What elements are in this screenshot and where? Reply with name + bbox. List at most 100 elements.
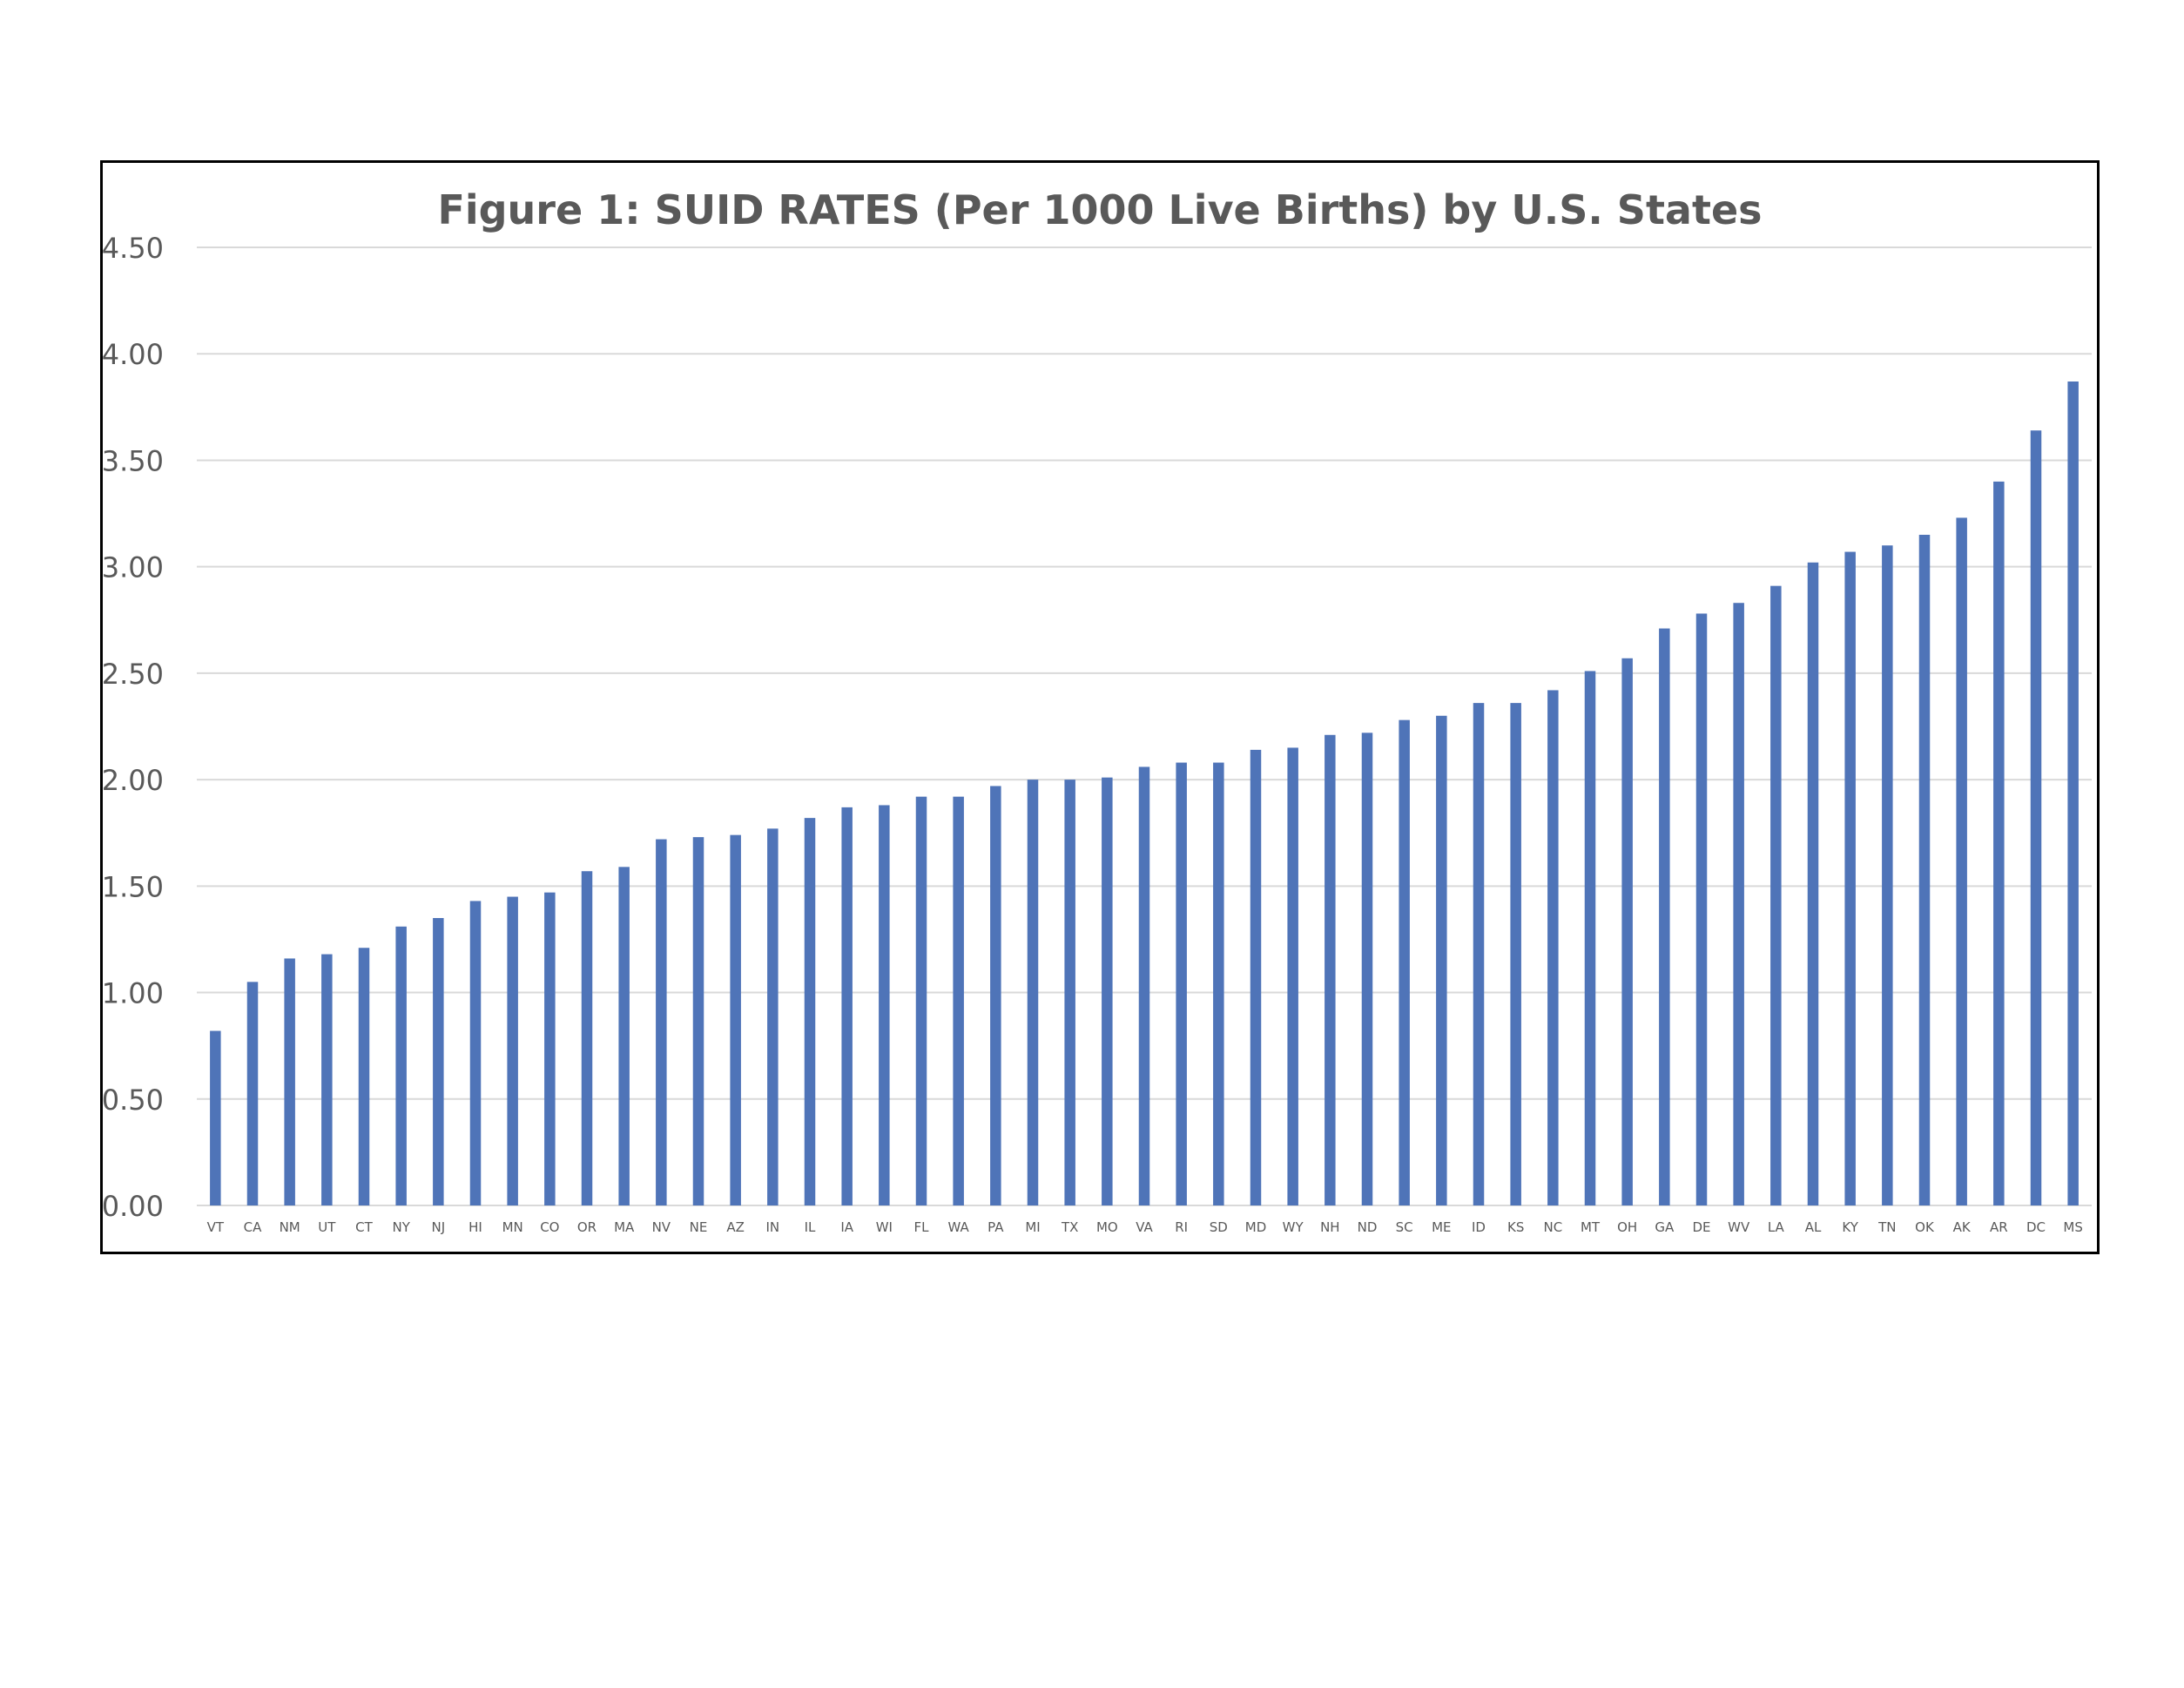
- x-tick-label: NE: [690, 1219, 708, 1235]
- bar-co: [544, 892, 556, 1205]
- bar-wv: [1733, 603, 1744, 1205]
- bar-nd: [1361, 733, 1373, 1205]
- bar-ms: [2067, 381, 2079, 1205]
- bar-fl: [915, 796, 927, 1205]
- y-tick-label: 0.50: [102, 1084, 164, 1117]
- bar-ok: [1918, 535, 1931, 1205]
- x-tick-label: TX: [1061, 1219, 1078, 1235]
- x-tick-label: OH: [1617, 1219, 1637, 1235]
- y-tick-label: 1.00: [102, 977, 164, 1010]
- x-tick-label: TN: [1877, 1219, 1896, 1235]
- bar-md: [1250, 749, 1262, 1205]
- x-tick-label: MO: [1096, 1219, 1118, 1235]
- bar-ut: [321, 954, 333, 1205]
- x-tick-label: CT: [355, 1219, 373, 1235]
- x-tick-label: MD: [1245, 1219, 1267, 1235]
- bar-az: [730, 834, 741, 1205]
- bar-ks: [1510, 703, 1521, 1205]
- bar-mi: [1027, 780, 1039, 1205]
- x-tick-label: WI: [876, 1219, 893, 1235]
- x-tick-label: ID: [1472, 1219, 1486, 1235]
- bar-wy: [1287, 747, 1298, 1205]
- x-tick-label: OK: [1915, 1219, 1935, 1235]
- bar-nc: [1547, 690, 1559, 1205]
- x-tick-label: KS: [1507, 1219, 1524, 1235]
- x-tick-label: DE: [1692, 1219, 1710, 1235]
- bar-va: [1138, 766, 1150, 1205]
- bar-mo: [1102, 777, 1113, 1205]
- bar-pa: [990, 786, 1001, 1205]
- x-tick-label: NV: [652, 1219, 671, 1235]
- x-tick-label: HI: [468, 1219, 482, 1235]
- x-tick-label: NC: [1543, 1219, 1562, 1235]
- y-tick-label: 2.00: [102, 764, 164, 797]
- bar-in: [767, 828, 779, 1205]
- bar-ca: [246, 982, 259, 1205]
- bar-sd: [1213, 762, 1224, 1205]
- bar-la: [1770, 585, 1782, 1205]
- x-tick-label: DC: [2026, 1219, 2046, 1235]
- bar-wa: [953, 796, 964, 1205]
- x-tick-label: WV: [1728, 1219, 1750, 1235]
- bar-ak: [1956, 517, 1967, 1205]
- x-tick-label: MN: [502, 1219, 523, 1235]
- bar-nv: [656, 839, 667, 1205]
- y-tick-label: 0.00: [102, 1190, 164, 1223]
- x-tick-label: PA: [988, 1219, 1004, 1235]
- x-tick-label: ND: [1358, 1219, 1378, 1235]
- bar-sc: [1399, 719, 1410, 1205]
- bar-ct: [358, 948, 370, 1205]
- bar-il: [804, 818, 816, 1205]
- bar-tn: [1882, 545, 1893, 1205]
- bar-ga: [1659, 628, 1670, 1205]
- x-tick-label: MI: [1025, 1219, 1040, 1235]
- bar-me: [1436, 715, 1447, 1205]
- bar-id: [1473, 703, 1485, 1205]
- x-tick-label: RI: [1175, 1219, 1188, 1235]
- x-tick-label: MS: [2063, 1219, 2082, 1235]
- x-tick-label: VT: [207, 1219, 225, 1235]
- bar-ny: [395, 926, 407, 1205]
- x-tick-label: AL: [1805, 1219, 1822, 1235]
- y-tick-label: 4.00: [102, 338, 164, 371]
- chart-title: Figure 1: SUID RATES (Per 1000 Live Birt…: [437, 186, 1762, 233]
- bar-hi: [469, 901, 482, 1205]
- bar-ar: [1993, 481, 2005, 1205]
- x-tick-label: OR: [577, 1219, 597, 1235]
- x-axis: VT CA NM UT CT NY NJ HI MN CO OR MA NV NE AZ IN IL IA WI FL…: [207, 1219, 2083, 1235]
- x-tick-label: WY: [1283, 1219, 1304, 1235]
- bar-nj: [433, 918, 444, 1205]
- x-tick-label: NJ: [432, 1219, 446, 1235]
- y-tick-label: 3.50: [102, 444, 164, 477]
- x-tick-label: GA: [1655, 1219, 1675, 1235]
- x-tick-label: ME: [1432, 1219, 1451, 1235]
- bar-de: [1695, 613, 1708, 1205]
- x-tick-label: WA: [948, 1219, 970, 1235]
- bar-wi: [879, 805, 890, 1205]
- bar-ne: [692, 837, 704, 1205]
- y-axis: 0.00 0.50 1.00 1.50 2.00 2.50 3.00 3.50 4.00 4.50: [102, 232, 164, 1223]
- x-tick-label: NH: [1320, 1219, 1340, 1235]
- bar-mn: [507, 896, 518, 1205]
- y-tick-label: 4.50: [102, 232, 164, 265]
- x-tick-label: MT: [1581, 1219, 1601, 1235]
- x-tick-label: SC: [1396, 1219, 1413, 1235]
- bar-vt: [210, 1030, 221, 1205]
- x-tick-label: FL: [914, 1219, 930, 1235]
- x-tick-label: AZ: [726, 1219, 745, 1235]
- x-tick-label: SD: [1210, 1219, 1228, 1235]
- y-tick-label: 2.50: [102, 658, 164, 691]
- x-tick-label: KY: [1842, 1219, 1858, 1235]
- bar-nm: [284, 958, 295, 1205]
- bars: [210, 381, 2079, 1205]
- x-tick-label: AK: [1953, 1219, 1972, 1235]
- bar-ma: [618, 867, 630, 1205]
- bar-ri: [1176, 762, 1187, 1205]
- x-tick-label: IA: [840, 1219, 853, 1235]
- bar-ia: [841, 807, 853, 1205]
- bar-mt: [1584, 671, 1596, 1205]
- bar-al: [1807, 562, 1819, 1205]
- y-tick-label: 3.00: [102, 551, 164, 584]
- x-tick-label: UT: [318, 1219, 336, 1235]
